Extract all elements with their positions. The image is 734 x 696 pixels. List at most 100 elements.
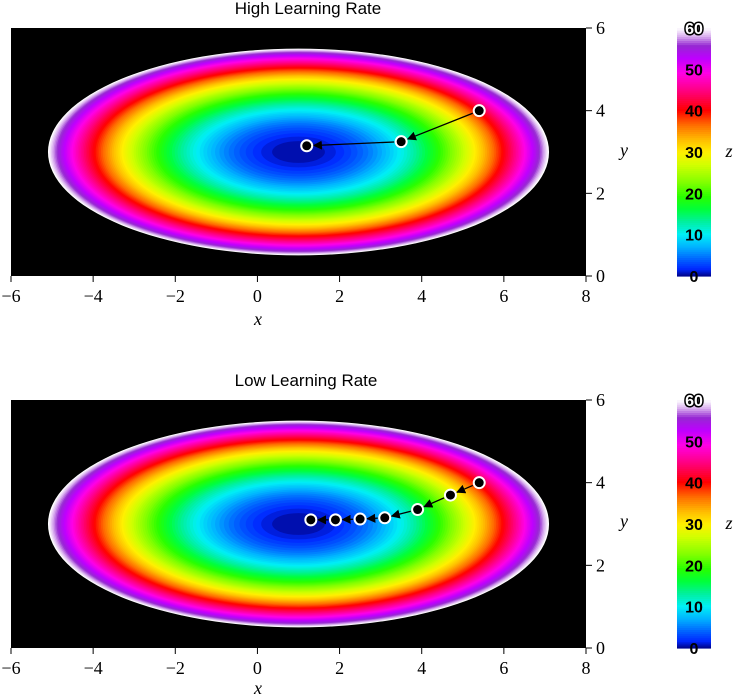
colorbar-segment bbox=[677, 160, 711, 163]
colorbar-segment bbox=[677, 83, 711, 87]
colorbar-segment bbox=[677, 569, 711, 573]
colorbar-segment bbox=[677, 129, 711, 132]
colorbar-segment bbox=[677, 575, 711, 579]
colorbar-segment bbox=[677, 226, 711, 230]
colorbar-segment bbox=[677, 110, 711, 114]
colorbar-segment bbox=[677, 218, 711, 221]
path-point bbox=[411, 503, 425, 517]
colorbar-segment bbox=[677, 191, 711, 194]
colorbar-segment bbox=[677, 402, 711, 405]
colorbar-segment bbox=[677, 85, 711, 89]
colorbar-segment bbox=[677, 472, 711, 475]
colorbar-segment bbox=[677, 211, 711, 215]
colorbar-segment bbox=[677, 633, 711, 637]
x-tick-label: 8 bbox=[582, 658, 591, 678]
colorbar-segment bbox=[677, 220, 711, 223]
colorbar-label: z bbox=[724, 513, 732, 533]
colorbar-segment bbox=[677, 108, 711, 112]
colorbar-segment bbox=[677, 104, 711, 108]
colorbar-segment bbox=[677, 127, 711, 130]
colorbar-tick-label: 40 bbox=[685, 104, 703, 121]
colorbar-segment bbox=[677, 426, 711, 430]
contour-ring bbox=[272, 141, 325, 163]
colorbar-segment bbox=[677, 123, 711, 126]
path-step-arrow bbox=[456, 484, 474, 494]
colorbar-segment bbox=[677, 606, 711, 610]
colorbar-segment bbox=[677, 30, 711, 33]
colorbar-segment bbox=[677, 439, 711, 442]
colorbar-segment bbox=[677, 563, 711, 566]
colorbar-segment bbox=[677, 528, 711, 531]
path-step-arrow bbox=[390, 509, 411, 519]
descent-path bbox=[304, 476, 486, 527]
colorbar-segment bbox=[677, 484, 711, 488]
path-step-arrow bbox=[406, 112, 473, 141]
colorbar-segment bbox=[677, 468, 711, 471]
x-axis-label: x bbox=[253, 309, 262, 329]
colorbar-segment bbox=[677, 495, 711, 498]
colorbar-segment bbox=[677, 44, 711, 48]
colorbar-segment bbox=[677, 476, 711, 480]
colorbar-segment bbox=[677, 441, 711, 444]
colorbar-segment bbox=[677, 63, 711, 66]
colorbar-segment bbox=[677, 48, 711, 52]
colorbar-segment bbox=[677, 517, 711, 521]
colorbar-segment bbox=[677, 596, 711, 599]
path-point bbox=[378, 511, 392, 525]
y-tick-label: 0 bbox=[596, 266, 605, 286]
colorbar-segment bbox=[677, 46, 711, 50]
colorbar-segment bbox=[677, 443, 711, 447]
colorbar-segment bbox=[677, 263, 711, 267]
colorbar-segment bbox=[677, 490, 711, 494]
colorbar-segment bbox=[677, 625, 711, 628]
colorbar-tick-label: 40 bbox=[685, 476, 703, 493]
colorbar-segment bbox=[677, 410, 711, 413]
colorbar-segment bbox=[677, 524, 711, 527]
colorbar-tick-label: 50 bbox=[685, 62, 703, 79]
x-tick-label: −6 bbox=[1, 286, 20, 306]
colorbar-segment bbox=[677, 610, 711, 614]
colorbar-segment bbox=[677, 567, 711, 571]
colorbar-segment bbox=[677, 114, 711, 118]
colorbar-segment bbox=[677, 581, 711, 585]
x-axis: −6 −4 −2 0 2 4 6 8 bbox=[1, 276, 591, 306]
colorbar-segment bbox=[677, 598, 711, 602]
colorbar-segment bbox=[677, 201, 711, 205]
x-tick-label: 2 bbox=[335, 286, 344, 306]
colorbar-segment bbox=[677, 139, 711, 143]
colorbar-segment bbox=[677, 612, 711, 616]
colorbar-segment bbox=[677, 499, 711, 502]
colorbar-segment bbox=[677, 172, 711, 176]
colorbar-segment bbox=[677, 141, 711, 145]
panel-low-learning-rate: Low Learning Rate −6 −4 −2 0 2 4 6 8 0 2 4 6 x y 0… bbox=[1, 371, 732, 696]
colorbar-segment bbox=[677, 156, 711, 159]
x-tick-label: −2 bbox=[166, 658, 185, 678]
colorbar-segment bbox=[677, 459, 711, 463]
colorbar-segment bbox=[677, 546, 711, 550]
colorbar-segment bbox=[677, 102, 711, 106]
colorbar-segment bbox=[677, 643, 711, 647]
colorbar-segment bbox=[677, 183, 711, 186]
colorbar-segment bbox=[677, 100, 711, 103]
colorbar-segment bbox=[677, 174, 711, 178]
colorbar-segment bbox=[677, 247, 711, 250]
colorbar-segment bbox=[677, 158, 711, 161]
colorbar-segment bbox=[677, 195, 711, 199]
colorbar-segment bbox=[677, 112, 711, 116]
colorbar-segment bbox=[677, 604, 711, 608]
colorbar-segment bbox=[677, 222, 711, 225]
colorbar-segment bbox=[677, 193, 711, 196]
colorbar-segment bbox=[677, 412, 711, 416]
colorbar-segment bbox=[677, 550, 711, 554]
colorbar-segment bbox=[677, 433, 711, 436]
colorbar-segment bbox=[677, 555, 711, 558]
colorbar-segment bbox=[677, 205, 711, 209]
colorbar-segment bbox=[677, 116, 711, 120]
colorbar-segment bbox=[677, 261, 711, 265]
colorbar-segment bbox=[677, 486, 711, 490]
colorbar-segment bbox=[677, 69, 711, 72]
y-tick-label: 4 bbox=[596, 101, 605, 121]
colorbar-segment bbox=[677, 207, 711, 211]
contour-rings bbox=[47, 48, 550, 256]
colorbar-tick-label: 50 bbox=[685, 434, 703, 451]
